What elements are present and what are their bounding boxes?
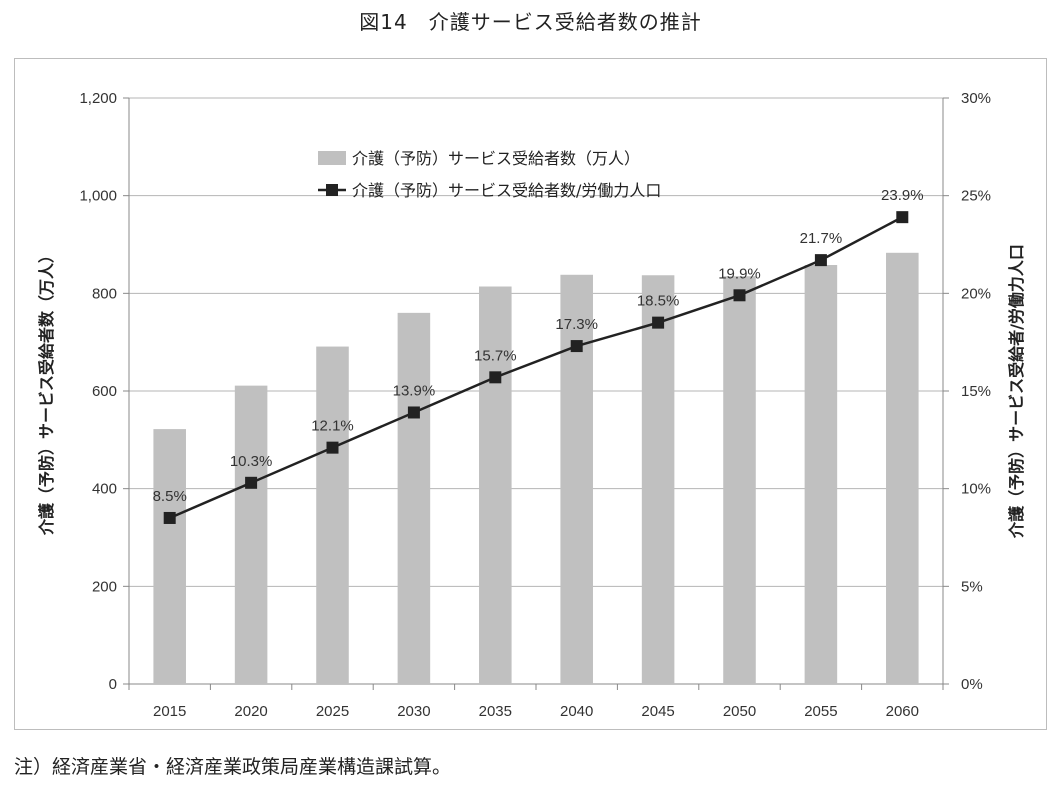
- right-tick-label: 15%: [961, 383, 991, 400]
- x-tick-label: 2025: [316, 703, 349, 720]
- left-tick-label: 1,000: [79, 188, 117, 205]
- line-point: [407, 406, 420, 419]
- data-label: 13.9%: [393, 382, 436, 399]
- legend-line-label: 介護（予防）サービス受給者数/労働力人口: [352, 181, 661, 200]
- right-tick-label: 0%: [961, 676, 983, 693]
- bar: [560, 274, 593, 684]
- x-tick-label: 2055: [804, 703, 837, 720]
- bar: [153, 429, 186, 684]
- left-tick-label: 1,200: [79, 90, 117, 107]
- bar: [641, 275, 675, 684]
- bar: [397, 312, 431, 684]
- left-tick-label: 800: [92, 285, 117, 302]
- legend-bar-label: 介護（予防）サービス受給者数（万人）: [352, 149, 640, 168]
- right-axis-title: 介護（予防）サービス受給者/労働力人口: [1007, 244, 1026, 539]
- data-label: 12.1%: [311, 418, 354, 435]
- x-tick-label: 2035: [479, 703, 512, 720]
- data-label: 17.3%: [555, 316, 598, 333]
- legend-line-marker: [326, 184, 338, 196]
- left-tick-label: 400: [92, 481, 117, 498]
- legend-bar-swatch: [318, 151, 346, 165]
- bar: [886, 252, 919, 684]
- line-point: [896, 211, 909, 224]
- right-tick-label: 25%: [961, 188, 991, 205]
- data-label: 18.5%: [637, 293, 680, 310]
- x-tick-label: 2050: [723, 703, 756, 720]
- figure-title: 図14 介護サービス受給者数の推計: [359, 10, 702, 34]
- line-point: [814, 254, 827, 267]
- right-tick-label: 20%: [961, 285, 991, 302]
- left-tick-label: 600: [92, 383, 117, 400]
- data-label: 21.7%: [800, 230, 843, 247]
- line-point: [245, 476, 258, 489]
- source-note: 注）経済産業省・経済産業政策局産業構造課試算。: [14, 756, 452, 778]
- left-axis-title: 介護（予防）サービス受給者数（万人）: [37, 247, 56, 536]
- data-label: 8.5%: [153, 488, 187, 505]
- left-tick-label: 0: [109, 676, 117, 693]
- x-tick-label: 2030: [397, 703, 430, 720]
- right-tick-label: 5%: [961, 578, 983, 595]
- bar: [723, 276, 756, 684]
- line-point: [163, 511, 176, 524]
- x-tick-label: 2015: [153, 703, 186, 720]
- bar: [234, 385, 268, 684]
- left-tick-label: 200: [92, 578, 117, 595]
- x-tick-label: 2040: [560, 703, 593, 720]
- ratio-line: [169, 216, 903, 520]
- line-point: [733, 289, 746, 302]
- bar: [479, 286, 512, 684]
- data-label: 23.9%: [881, 187, 924, 204]
- chart-frame: [14, 58, 1047, 730]
- line-point: [652, 316, 665, 329]
- right-tick-label: 30%: [961, 90, 991, 107]
- x-tick-label: 2060: [886, 703, 919, 720]
- right-tick-label: 10%: [961, 481, 991, 498]
- line-point: [326, 441, 339, 454]
- bar: [804, 265, 838, 684]
- bar: [316, 346, 349, 684]
- data-label: 19.9%: [718, 265, 761, 282]
- line-point: [489, 371, 502, 384]
- line-point: [570, 340, 583, 353]
- data-label: 10.3%: [230, 453, 273, 470]
- data-label: 15.7%: [474, 347, 517, 364]
- x-tick-label: 2045: [641, 703, 674, 720]
- x-tick-label: 2020: [234, 703, 267, 720]
